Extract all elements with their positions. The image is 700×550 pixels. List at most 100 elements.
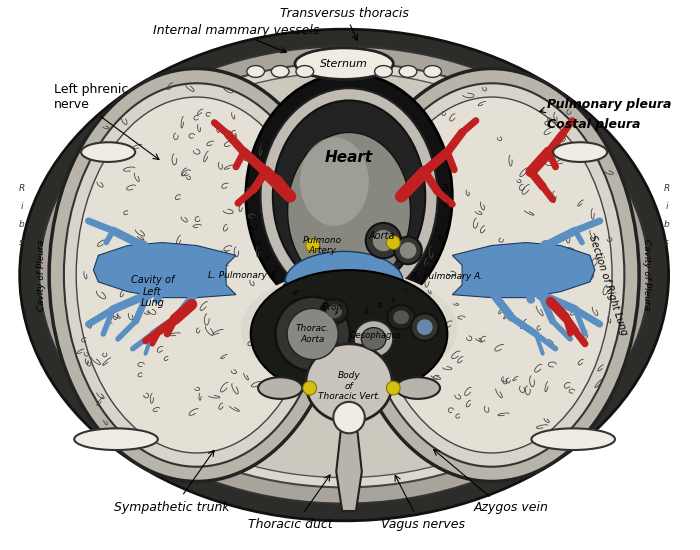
Text: Section of Right Lung: Section of Right Lung — [587, 234, 629, 336]
Text: Cavity of
Left
Lung: Cavity of Left Lung — [131, 275, 174, 309]
Circle shape — [303, 381, 316, 395]
Text: a: a — [421, 261, 430, 270]
Text: d: d — [434, 232, 444, 240]
Text: Left phrenic
nerve: Left phrenic nerve — [54, 83, 129, 111]
Text: f: f — [335, 304, 340, 313]
Ellipse shape — [285, 251, 403, 312]
Text: L. Pulmonary A.: L. Pulmonary A. — [209, 271, 279, 279]
Text: Cavity of Pleura: Cavity of Pleura — [643, 239, 652, 311]
Ellipse shape — [531, 428, 615, 450]
Text: Thoracic duct: Thoracic duct — [248, 518, 332, 531]
Text: Heart: Heart — [325, 150, 373, 164]
Text: s: s — [20, 238, 24, 246]
Ellipse shape — [395, 377, 440, 399]
Text: R: R — [18, 184, 25, 194]
Ellipse shape — [393, 310, 409, 324]
Text: i: i — [20, 202, 23, 211]
Text: s: s — [664, 238, 669, 246]
Text: Sympathetic trunk: Sympathetic trunk — [114, 501, 230, 514]
Ellipse shape — [260, 88, 438, 305]
Text: m: m — [440, 183, 450, 190]
Text: o: o — [320, 300, 327, 310]
Ellipse shape — [371, 97, 612, 453]
Text: Internal mammary vessels: Internal mammary vessels — [153, 24, 319, 37]
Text: Aorta: Aorta — [368, 230, 395, 241]
Circle shape — [275, 296, 350, 371]
Text: u: u — [440, 201, 450, 206]
Circle shape — [306, 239, 319, 252]
Ellipse shape — [399, 65, 417, 78]
Text: Pulmonary pleura: Pulmonary pleura — [547, 98, 671, 111]
Text: a: a — [256, 238, 266, 245]
Ellipse shape — [273, 101, 425, 292]
Text: Body
of
Thoracic Vert.: Body of Thoracic Vert. — [318, 371, 380, 401]
Text: Sternum: Sternum — [320, 59, 368, 69]
Circle shape — [417, 319, 433, 335]
Ellipse shape — [246, 74, 452, 319]
Text: r: r — [428, 248, 438, 255]
Circle shape — [386, 381, 400, 395]
Text: b: b — [664, 220, 669, 229]
Ellipse shape — [296, 65, 314, 78]
Ellipse shape — [424, 65, 442, 78]
Polygon shape — [452, 243, 595, 298]
Text: i: i — [272, 266, 280, 273]
Ellipse shape — [288, 133, 410, 290]
Ellipse shape — [374, 65, 392, 78]
Ellipse shape — [354, 320, 393, 358]
Ellipse shape — [76, 97, 317, 453]
Text: P: P — [363, 303, 369, 312]
Text: Vagus nerves: Vagus nerves — [381, 518, 465, 531]
Ellipse shape — [258, 377, 302, 399]
Text: Pulmono
Artery: Pulmono Artery — [303, 236, 342, 255]
Polygon shape — [336, 417, 362, 511]
Text: Transversus thoracis: Transversus thoracis — [280, 7, 409, 20]
Ellipse shape — [59, 63, 629, 487]
Text: c: c — [412, 273, 421, 282]
Text: i: i — [666, 202, 668, 211]
Text: Thorac.
Aorta: Thorac. Aorta — [295, 324, 330, 344]
Text: r: r — [389, 293, 396, 302]
Text: e: e — [376, 299, 384, 309]
Ellipse shape — [251, 270, 447, 398]
Ellipse shape — [359, 83, 624, 467]
Text: Cavity of Pleura: Cavity of Pleura — [37, 239, 46, 311]
Ellipse shape — [326, 305, 342, 318]
Text: t: t — [281, 277, 290, 286]
Ellipse shape — [81, 142, 135, 162]
Text: R. Pulmonary A.: R. Pulmonary A. — [411, 272, 484, 282]
Ellipse shape — [71, 73, 617, 477]
Circle shape — [400, 242, 416, 258]
Ellipse shape — [247, 65, 265, 78]
Text: C: C — [251, 222, 261, 229]
Text: R: R — [664, 184, 670, 194]
Circle shape — [333, 402, 365, 433]
Ellipse shape — [321, 299, 348, 323]
Ellipse shape — [39, 46, 649, 504]
Text: i: i — [402, 284, 409, 293]
Text: i: i — [439, 218, 448, 222]
Ellipse shape — [49, 69, 344, 481]
Text: Azygos vein: Azygos vein — [474, 501, 549, 514]
Ellipse shape — [387, 305, 415, 329]
Text: y: y — [293, 287, 302, 296]
Ellipse shape — [344, 69, 639, 481]
Circle shape — [373, 230, 394, 251]
Circle shape — [411, 314, 438, 341]
Circle shape — [394, 236, 422, 264]
Circle shape — [287, 309, 338, 360]
Ellipse shape — [272, 65, 289, 78]
Ellipse shape — [553, 142, 607, 162]
Circle shape — [386, 235, 400, 250]
Text: Oesophagus: Oesophagus — [349, 332, 402, 340]
Ellipse shape — [241, 270, 457, 388]
Text: Costal pleura: Costal pleura — [547, 118, 640, 130]
Ellipse shape — [74, 428, 158, 450]
Ellipse shape — [300, 138, 369, 226]
Text: v: v — [262, 252, 272, 261]
Circle shape — [366, 223, 401, 258]
Text: b: b — [19, 220, 24, 229]
Text: Bron.: Bron. — [323, 303, 345, 312]
Ellipse shape — [64, 83, 330, 467]
Ellipse shape — [306, 344, 392, 422]
